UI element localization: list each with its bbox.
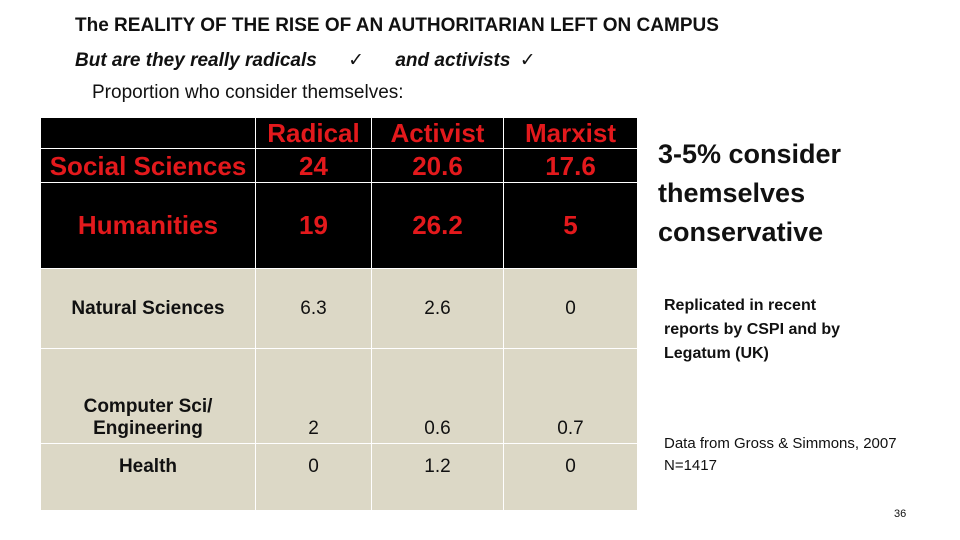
row-label-line: Computer Sci/ bbox=[83, 396, 213, 417]
replicated-note: Replicated in recent reports by CSPI and… bbox=[664, 294, 894, 366]
table-cell: 0.7 bbox=[503, 348, 638, 444]
table-cell: 0 bbox=[255, 443, 372, 511]
proportion-label: Proportion who consider themselves: bbox=[92, 82, 404, 103]
table-row: Health 0 1.2 0 bbox=[40, 443, 638, 511]
row-label: Computer Sci/ Engineering bbox=[40, 348, 256, 444]
table-cell: 2 bbox=[255, 348, 372, 444]
slide-title: The REALITY OF THE RISE OF AN AUTHORITAR… bbox=[75, 15, 719, 36]
table-row: Social Sciences 24 20.6 17.6 bbox=[40, 148, 638, 183]
row-label: Social Sciences bbox=[40, 148, 256, 183]
subtitle-activists: and activists bbox=[395, 50, 511, 71]
row-label: Natural Sciences bbox=[40, 268, 256, 349]
note-line: reports by CSPI and by bbox=[664, 321, 841, 338]
header-cell-activist: Activist bbox=[371, 117, 504, 149]
conservative-note: 3-5% consider themselves conservative bbox=[658, 135, 938, 252]
slide-subtitle: But are they really radicals ✓ and activ… bbox=[75, 49, 540, 72]
table-cell: 0 bbox=[503, 443, 638, 511]
table-cell: 0.6 bbox=[371, 348, 504, 444]
row-label: Humanities bbox=[40, 182, 256, 269]
table-cell: 1.2 bbox=[371, 443, 504, 511]
table-cell: 20.6 bbox=[371, 148, 504, 183]
table-cell: 17.6 bbox=[503, 148, 638, 183]
table-cell: 2.6 bbox=[371, 268, 504, 349]
source-line: N=1417 bbox=[664, 457, 717, 474]
table-cell: 19 bbox=[255, 182, 372, 269]
table-cell: 5 bbox=[503, 182, 638, 269]
table-cell: 24 bbox=[255, 148, 372, 183]
subtitle-radicals: But are they really radicals bbox=[75, 50, 317, 71]
row-label: Health bbox=[40, 443, 256, 511]
checkmark-icon: ✓ bbox=[519, 50, 536, 71]
note-line: themselves bbox=[658, 178, 806, 208]
header-cell-marxist: Marxist bbox=[503, 117, 638, 149]
table-header-row: Radical Activist Marxist bbox=[40, 117, 638, 149]
page-number: 36 bbox=[894, 508, 907, 520]
survey-table: Radical Activist Marxist Social Sciences… bbox=[40, 117, 638, 511]
table-cell: 0 bbox=[503, 268, 638, 349]
note-line: Legatum (UK) bbox=[664, 345, 769, 362]
note-line: Replicated in recent bbox=[664, 297, 817, 314]
header-cell-radical: Radical bbox=[255, 117, 372, 149]
note-line: 3-5% consider bbox=[658, 139, 842, 169]
note-line: conservative bbox=[658, 217, 824, 247]
table-row: Computer Sci/ Engineering 2 0.6 0.7 bbox=[40, 348, 638, 444]
table-cell: 6.3 bbox=[255, 268, 372, 349]
source-note: Data from Gross & Simmons, 2007 N=1417 bbox=[664, 433, 934, 477]
header-cell-blank bbox=[40, 117, 256, 149]
row-label-line: Engineering bbox=[93, 418, 203, 439]
table-row: Humanities 19 26.2 5 bbox=[40, 182, 638, 269]
source-line: Data from Gross & Simmons, 2007 bbox=[664, 435, 897, 452]
table-row: Natural Sciences 6.3 2.6 0 bbox=[40, 268, 638, 349]
table-cell: 26.2 bbox=[371, 182, 504, 269]
checkmark-icon: ✓ bbox=[348, 50, 365, 71]
